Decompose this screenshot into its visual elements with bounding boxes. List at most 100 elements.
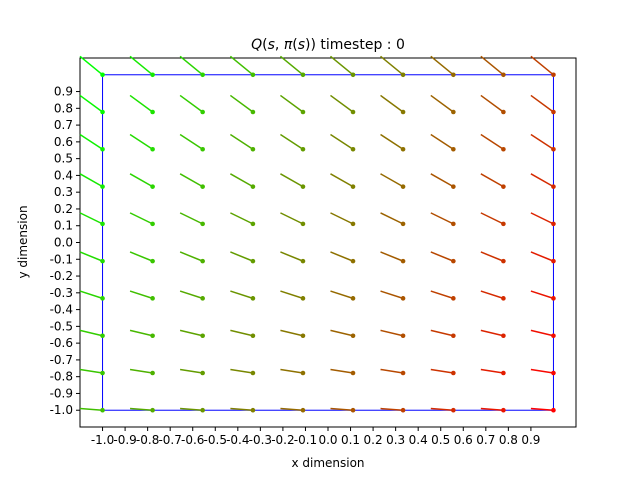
vector-shaft <box>480 329 504 337</box>
vector-shaft <box>229 133 254 150</box>
vector-head-dot <box>300 370 306 376</box>
vector-arrow <box>79 368 105 376</box>
vector-head-dot <box>100 146 105 152</box>
vector-arrow <box>230 173 256 189</box>
vector-arrow <box>179 212 205 227</box>
vector-shaft <box>280 173 304 188</box>
vector-shaft <box>530 94 554 113</box>
x-tick-label: -0.6 <box>181 433 204 447</box>
y-tick-label: -0.9 <box>50 386 73 400</box>
vector-field <box>79 55 556 413</box>
vector-arrow <box>279 94 306 115</box>
vector-shaft <box>430 133 454 150</box>
vector-arrow <box>179 251 205 264</box>
vector-arrow <box>129 368 155 376</box>
vector-head-dot <box>501 146 506 152</box>
vector-head-dot <box>551 184 556 189</box>
vector-shaft <box>230 212 254 225</box>
vector-arrow <box>530 212 556 227</box>
vector-shaft <box>430 290 454 300</box>
vector-head-dot <box>150 146 155 152</box>
vector-head-dot <box>350 333 356 339</box>
vector-shaft <box>480 55 504 76</box>
vector-shaft <box>530 55 554 76</box>
vector-arrow <box>330 173 356 189</box>
vector-shaft <box>179 212 203 225</box>
vector-arrow <box>530 94 556 115</box>
vector-shaft <box>179 94 204 113</box>
title-suffix: timestep : 0 <box>316 37 405 53</box>
vector-head-dot <box>501 370 506 376</box>
vector-head-dot <box>250 333 256 339</box>
y-tick-label: 0.7 <box>54 118 73 132</box>
vector-shaft <box>230 173 254 188</box>
x-tick-label: 0.3 <box>386 433 405 447</box>
x-tick-label: -0.4 <box>226 433 249 447</box>
y-tick-label: -0.8 <box>50 370 73 384</box>
vector-arrow <box>480 212 506 227</box>
vector-head-dot <box>100 296 105 301</box>
vector-arrow <box>179 368 205 376</box>
vector-shaft <box>480 94 504 113</box>
vector-arrow <box>430 133 456 152</box>
x-tick-label: -0.8 <box>136 433 159 447</box>
vector-head-dot <box>451 407 456 413</box>
vector-arrow <box>79 94 105 115</box>
vector-arrow <box>179 55 205 78</box>
title-close: )) <box>305 37 316 53</box>
vector-head-dot <box>200 184 205 189</box>
x-tick-label: 0.2 <box>364 433 383 447</box>
vector-shaft <box>480 133 504 150</box>
y-axis-ticks: -1.0 -0.9 -0.8 -0.7 -0.6 -0.5 -0.4 -0.3 -0.2 -0.1… <box>50 85 80 417</box>
vector-shaft <box>430 173 454 188</box>
vector-head-dot <box>150 184 155 189</box>
vector-head-dot <box>551 109 556 115</box>
y-tick-label: 0.1 <box>54 219 73 233</box>
vector-arrow <box>380 407 406 413</box>
vector-arrow <box>129 329 155 339</box>
vector-shaft <box>280 407 304 411</box>
title-inner-open: ( <box>292 37 297 53</box>
vector-shaft <box>480 251 504 262</box>
vector-head-dot <box>501 407 506 413</box>
vector-arrow <box>480 133 506 152</box>
vector-shaft <box>330 55 354 76</box>
title-inner-s: s <box>298 37 305 53</box>
vector-shaft <box>280 368 304 374</box>
title-s: s <box>268 37 275 53</box>
vector-head-dot <box>100 258 105 264</box>
vector-arrow <box>430 94 456 115</box>
vector-shaft <box>230 368 254 374</box>
vector-arrow <box>229 55 256 78</box>
vector-arrow <box>330 407 356 413</box>
vector-arrow <box>179 133 205 152</box>
vector-shaft <box>79 329 103 337</box>
vector-shaft <box>330 94 354 113</box>
vector-head-dot <box>400 296 406 301</box>
vector-head-dot <box>150 72 155 78</box>
vector-arrow <box>179 94 205 115</box>
vector-shaft <box>79 407 103 411</box>
vector-arrow <box>280 251 306 264</box>
x-tick-label: -0.1 <box>294 433 317 447</box>
vector-head-dot <box>501 109 506 115</box>
x-tick-label: 0.4 <box>409 433 428 447</box>
vector-shaft <box>179 173 204 188</box>
y-tick-label: 0.9 <box>54 85 73 99</box>
vector-shaft <box>79 133 103 150</box>
vector-shaft <box>380 329 404 337</box>
vector-arrow <box>129 94 155 115</box>
vector-shaft <box>480 173 504 188</box>
vector-arrow <box>79 133 105 152</box>
vector-head-dot <box>551 333 556 339</box>
vector-head-dot <box>100 370 105 376</box>
chart-title: Q(s, π(s)) timestep : 0 <box>251 37 405 53</box>
vector-head-dot <box>350 221 356 227</box>
vector-head-dot <box>250 184 256 189</box>
vector-head-dot <box>501 221 506 227</box>
vector-arrow <box>330 329 356 339</box>
vector-arrow <box>430 407 456 413</box>
vector-shaft <box>380 133 404 150</box>
vector-arrow <box>280 173 306 189</box>
